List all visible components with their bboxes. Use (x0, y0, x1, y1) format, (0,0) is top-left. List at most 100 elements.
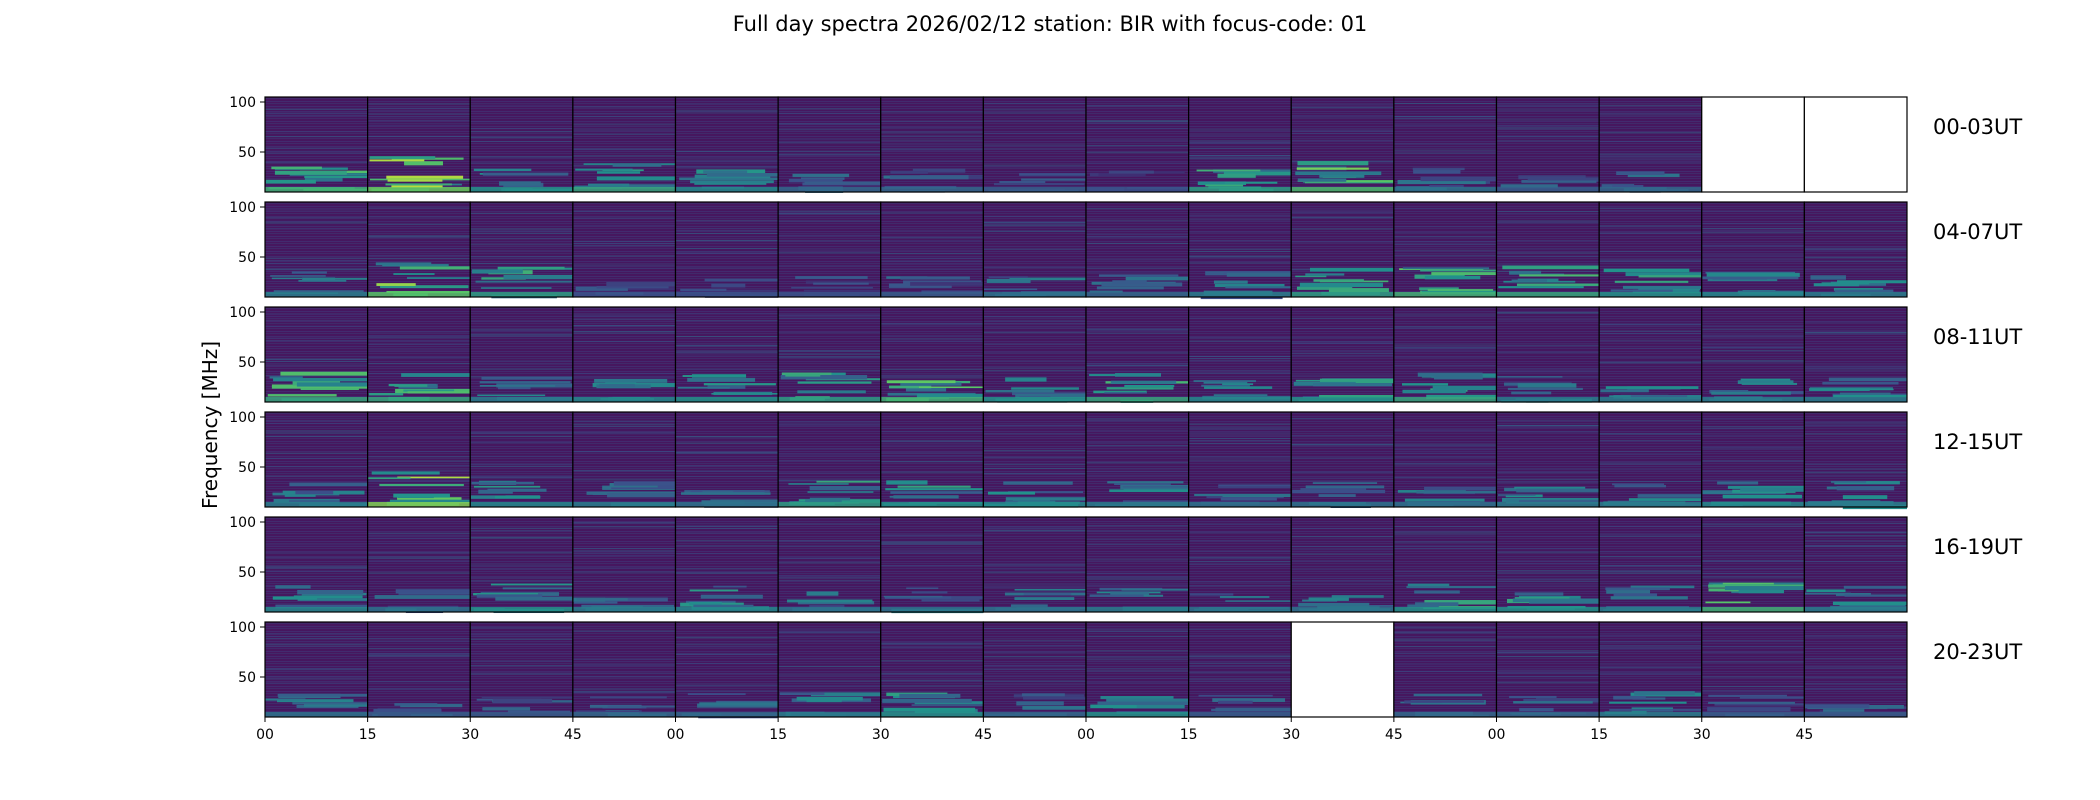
spectral-line (1804, 332, 1907, 334)
activity-band (1424, 486, 1497, 491)
activity-band (807, 491, 874, 493)
spectrum-panel (264, 306, 369, 403)
activity-band (1498, 286, 1584, 289)
spectral-line (1188, 256, 1292, 258)
activity-band (788, 483, 849, 485)
activity-band (806, 699, 842, 703)
spectral-line (470, 230, 573, 232)
spectral-line (983, 473, 1086, 475)
activity-band (1609, 709, 1702, 711)
activity-band (1505, 494, 1543, 498)
spectral-line (1393, 464, 1497, 466)
spectral-line (675, 663, 779, 665)
base-band (880, 607, 984, 612)
row-label: 08-11UT (1933, 325, 2022, 349)
spectral-line (1804, 554, 1907, 556)
base-band (367, 292, 471, 297)
activity-band (900, 276, 970, 280)
spectral-line (1393, 124, 1497, 126)
activity-band (596, 285, 669, 289)
spectral-line (983, 680, 1086, 682)
activity-band (788, 178, 843, 183)
spectrum-panel (1290, 621, 1395, 718)
spectral-line (367, 638, 471, 640)
spectral-line (880, 149, 984, 151)
spectral-line (880, 374, 984, 376)
activity-band (1843, 585, 1907, 589)
activity-band (1299, 282, 1383, 288)
activity-band (597, 171, 641, 174)
spectral-line (1701, 685, 1805, 687)
activity-band (787, 599, 873, 603)
spectral-line (880, 644, 984, 646)
spectral-line (1086, 219, 1189, 221)
spectral-line (778, 479, 881, 481)
activity-band (1295, 171, 1382, 176)
activity-band (1708, 701, 1795, 704)
spectral-line (1291, 337, 1394, 339)
spectral-line (470, 140, 573, 142)
spectral-line (470, 527, 573, 529)
spectral-line (1599, 647, 1702, 649)
spectral-line (1188, 539, 1292, 541)
spectral-line (983, 456, 1086, 458)
panel-background (1599, 307, 1702, 402)
base-band (675, 712, 779, 717)
spectral-line (367, 235, 471, 237)
panel-background (1086, 412, 1189, 507)
spectral-line (983, 367, 1086, 369)
spectral-line (983, 568, 1086, 570)
spectral-line (983, 526, 1086, 528)
spectral-line (367, 534, 471, 536)
activity-band (1834, 289, 1894, 293)
spectral-line (778, 314, 881, 316)
spectral-line (778, 455, 881, 457)
activity-band (1516, 488, 1600, 493)
spectral-line (265, 557, 368, 559)
activity-band (606, 282, 676, 287)
spectrum-panel (469, 201, 574, 299)
spectral-line (675, 568, 779, 570)
activity-band (988, 276, 1028, 278)
panel-frame (1803, 411, 1908, 508)
activity-band (1503, 280, 1576, 283)
spectral-line (265, 452, 368, 454)
activity-band (1415, 602, 1459, 607)
spectral-line (1701, 259, 1805, 261)
activity-band (596, 176, 676, 181)
spectral-line (1188, 629, 1292, 631)
spectral-line (1086, 474, 1189, 476)
activity-band (1016, 701, 1064, 706)
activity-band (1432, 385, 1497, 391)
x-tick-label: 30 (1282, 727, 1300, 743)
spectral-line (1188, 423, 1292, 425)
spectral-line (470, 441, 573, 443)
activity-band (716, 700, 779, 704)
spectral-line (1496, 431, 1600, 433)
spectral-line (265, 161, 368, 163)
activity-band (1203, 381, 1248, 384)
spectral-line (1496, 312, 1600, 314)
activity-band (1527, 177, 1600, 181)
spectral-line (572, 479, 676, 481)
spectral-line (1804, 535, 1907, 537)
spectral-line (470, 435, 573, 437)
spectral-line (675, 248, 779, 250)
activity-band (679, 177, 779, 181)
spectral-line (778, 425, 881, 427)
activity-band (481, 376, 573, 380)
spectral-line (983, 320, 1086, 322)
spectral-line (1599, 664, 1702, 666)
activity-band (1509, 270, 1542, 275)
spectral-line (1086, 576, 1189, 578)
spectral-line (367, 557, 471, 559)
spectral-line (470, 329, 573, 331)
spectral-line (1496, 127, 1600, 129)
spectral-line (265, 268, 368, 270)
spectral-line (1188, 340, 1292, 342)
spectral-line (675, 267, 779, 269)
spectral-line (1701, 359, 1805, 361)
activity-band (1008, 491, 1084, 494)
activity-band (1189, 593, 1234, 596)
activity-band (576, 597, 628, 601)
